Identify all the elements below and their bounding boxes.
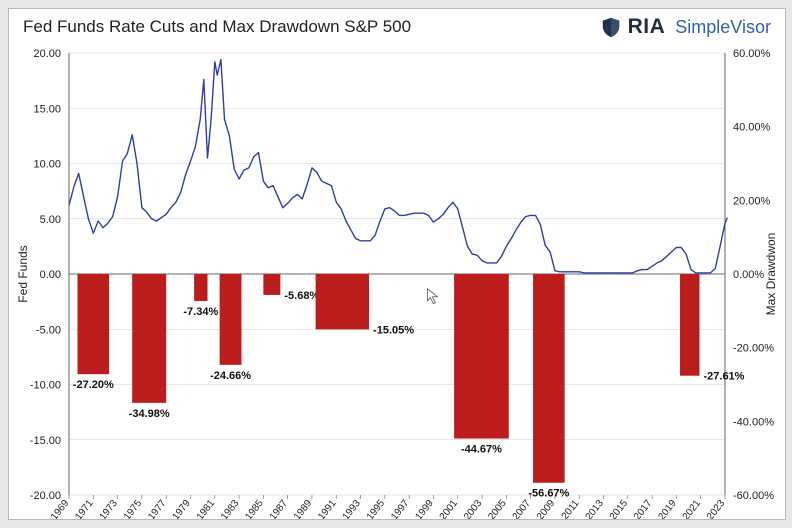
x-tick: 2011: [560, 498, 582, 519]
bar-value-label: -24.66%: [210, 370, 251, 382]
bar: [132, 274, 166, 403]
x-tick: 2017: [632, 498, 655, 519]
bar-value-label: -44.67%: [461, 444, 502, 456]
x-tick: 2005: [486, 498, 509, 519]
bar: [680, 274, 699, 376]
x-tick: 2013: [584, 498, 607, 519]
y-left-tick: -15.00: [30, 435, 61, 447]
x-tick: 1999: [413, 498, 436, 519]
bar: [454, 274, 509, 439]
y-left-tick: 0.00: [40, 269, 61, 281]
bar-value-label: -27.61%: [703, 371, 744, 383]
y-right-tick: 60.00%: [733, 48, 771, 60]
bar: [78, 274, 110, 374]
bar-value-label: -7.34%: [183, 306, 218, 318]
y-left-tick: 20.00: [33, 48, 61, 60]
x-tick: 1997: [389, 498, 412, 519]
bar-value-label: -5.68%: [284, 290, 319, 302]
x-tick: 2009: [535, 498, 558, 519]
bar: [316, 274, 369, 329]
y-left-tick: -20.00: [30, 490, 61, 502]
x-tick: 2021: [681, 498, 704, 519]
x-tick: 2007: [511, 498, 534, 519]
chart-title: Fed Funds Rate Cuts and Max Drawdown S&P…: [23, 17, 411, 37]
x-tick: 2015: [608, 498, 631, 519]
y-right-tick: -20.00%: [733, 343, 774, 355]
fed-funds-line: [69, 60, 727, 273]
x-tick: 1983: [219, 498, 242, 519]
y-left-axis-label: Fed Funds: [16, 245, 30, 302]
bar: [220, 274, 242, 365]
shield-icon: [600, 16, 622, 38]
x-tick: 1973: [98, 498, 121, 519]
bar-value-label: -27.20%: [73, 379, 114, 391]
x-tick: 1987: [268, 498, 291, 519]
x-tick: 2023: [705, 498, 728, 519]
x-tick: 2001: [438, 498, 461, 519]
x-tick: 2003: [462, 498, 485, 519]
y-left-tick: -10.00: [30, 380, 61, 392]
x-tick: 2019: [656, 498, 679, 519]
chart-svg: -27.20% -34.98% -7.34% -24.66% -5.68% -15.05%…: [9, 45, 785, 519]
y-left-tick: 5.00: [40, 214, 61, 226]
bar: [263, 274, 280, 295]
y-right-tick: 0.00%: [733, 269, 764, 281]
bar-value-label: -15.05%: [373, 324, 414, 336]
y-right-tick: 40.00%: [733, 122, 771, 134]
x-tick: 1989: [292, 498, 315, 519]
cursor-icon: [427, 289, 437, 304]
bar-value-label: -56.67%: [528, 488, 569, 500]
bar: [194, 274, 207, 301]
chart-frame: Fed Funds Rate Cuts and Max Drawdown S&P…: [8, 8, 786, 520]
x-tick: 1979: [170, 498, 193, 519]
x-tick: 1981: [195, 498, 218, 519]
x-tick: 1977: [146, 498, 169, 519]
bar-value-label: -34.98%: [129, 408, 170, 420]
brand-text-simplevisor: SimpleVisor: [675, 17, 771, 38]
brand-text-ria: RIA: [628, 15, 666, 39]
y-left-tick: 15.00: [33, 103, 61, 115]
x-tick: 1991: [316, 498, 339, 519]
y-right-axis-label: Max Drawdwon: [764, 233, 778, 316]
y-right-tick: -60.00%: [733, 490, 774, 502]
x-tick: 1985: [243, 498, 266, 519]
chart-canvas: -27.20% -34.98% -7.34% -24.66% -5.68% -15.05%…: [9, 45, 785, 519]
x-tick: 1971: [73, 498, 96, 519]
y-right-tick: -40.00%: [733, 416, 774, 428]
bar: [533, 274, 565, 483]
brand-logo: RIA SimpleVisor: [600, 15, 771, 39]
y-right-tick: 20.00%: [733, 195, 771, 207]
x-tick: 1995: [365, 498, 388, 519]
y-left-tick: -5.00: [36, 324, 61, 336]
x-tick: 1975: [122, 498, 145, 519]
chart-header: Fed Funds Rate Cuts and Max Drawdown S&P…: [9, 9, 785, 45]
y-left-tick: 10.00: [33, 159, 61, 171]
x-tick: 1993: [341, 498, 364, 519]
